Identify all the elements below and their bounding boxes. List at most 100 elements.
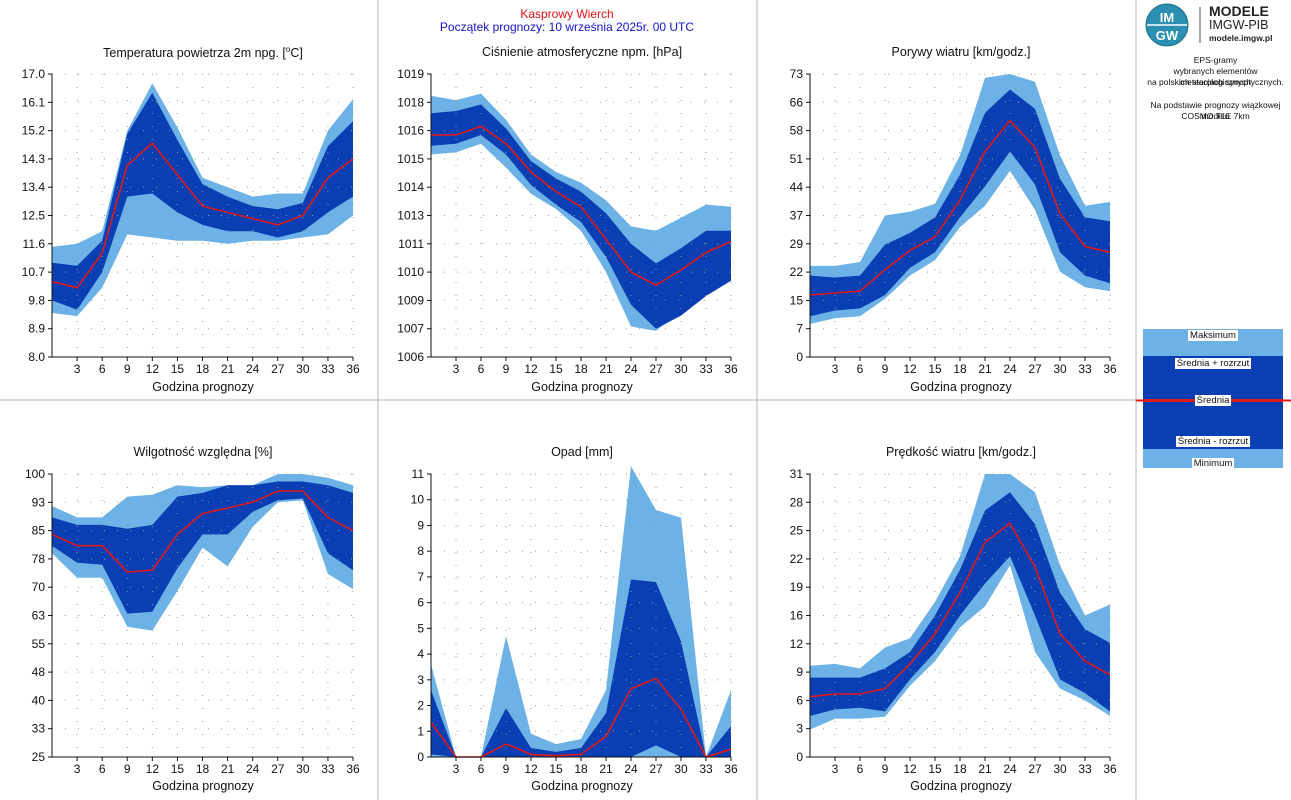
pressure-xtick-label: 30 xyxy=(674,362,688,376)
humidity-ytick-label: 25 xyxy=(32,750,46,764)
gusts-xtick-label: 9 xyxy=(882,362,889,376)
forecast-start: Początek prognozy: 10 września 2025r. 00… xyxy=(439,20,695,34)
wind-speed-ytick-label: 25 xyxy=(790,524,804,538)
precipitation-xtick-label: 30 xyxy=(674,762,688,776)
gusts-mean-line xyxy=(809,119,1111,296)
humidity-xtick-label: 18 xyxy=(196,762,210,776)
legend: Maksimum Średnia + rozrzut Średnia Średn… xyxy=(1143,329,1283,469)
humidity-mean-line xyxy=(51,490,354,573)
humidity-ytick-label: 78 xyxy=(32,552,46,566)
description-line4: Na podstawie prognozy wiązkowej modelu xyxy=(1150,100,1281,121)
wind-speed-xtick-label: 18 xyxy=(953,762,967,776)
pressure-ytick-label: 1018 xyxy=(397,95,424,109)
precipitation-ytick-label: 4 xyxy=(417,647,424,661)
legend-min: Minimum xyxy=(1191,458,1235,469)
precipitation-ytick-label: 7 xyxy=(417,570,424,584)
wind-speed-ytick-label: 9 xyxy=(796,665,803,679)
gusts-xtick-label: 21 xyxy=(978,362,992,376)
wind-speed-xlabel: Godzina prognozy xyxy=(910,779,1012,793)
gusts-ytick-label: 58 xyxy=(790,124,804,138)
wind-speed-xtick-label: 33 xyxy=(1078,762,1092,776)
gusts-ytick-label: 7 xyxy=(796,322,803,336)
gusts-inner-band xyxy=(810,89,1110,317)
temperature-xtick-label: 18 xyxy=(196,362,210,376)
humidity-xtick-label: 24 xyxy=(246,762,260,776)
wind-speed-ytick-label: 0 xyxy=(796,750,803,764)
wind-speed-xtick-label: 27 xyxy=(1028,762,1042,776)
humidity-xtick-label: 27 xyxy=(271,762,285,776)
pressure-xtick-label: 15 xyxy=(549,362,563,376)
gusts-xtick-label: 12 xyxy=(903,362,917,376)
pressure-inner-band xyxy=(431,104,731,329)
pressure-ytick-label: 1014 xyxy=(397,180,424,194)
humidity-ytick-label: 85 xyxy=(32,524,46,538)
gusts-xtick-label: 27 xyxy=(1028,362,1042,376)
pressure-xtick-label: 36 xyxy=(724,362,738,376)
pressure-ytick-label: 1011 xyxy=(398,237,424,251)
wind-speed-xtick-label: 12 xyxy=(903,762,917,776)
logo-line1: MODELE xyxy=(1209,3,1269,19)
pressure-xlabel: Godzina prognozy xyxy=(531,380,633,394)
pressure-ytick-label: 1013 xyxy=(397,209,424,223)
gusts-ytick-label: 44 xyxy=(790,180,804,194)
humidity-xtick-label: 30 xyxy=(296,762,310,776)
humidity-xtick-label: 15 xyxy=(171,762,185,776)
humidity-ytick-label: 63 xyxy=(32,609,46,623)
precipitation-xtick-label: 12 xyxy=(524,762,538,776)
gusts-ytick-label: 15 xyxy=(790,293,804,307)
temperature-ytick-label: 12.5 xyxy=(22,209,46,223)
pressure-mean-line xyxy=(431,125,732,287)
humidity-xtick-label: 12 xyxy=(146,762,160,776)
humidity-xtick-label: 36 xyxy=(346,762,360,776)
precipitation-ytick-label: 2 xyxy=(417,699,424,713)
precipitation-xtick-label: 33 xyxy=(699,762,713,776)
humidity-ytick-label: 48 xyxy=(32,665,46,679)
precipitation-ytick-label: 10 xyxy=(411,493,425,507)
temperature-xtick-label: 30 xyxy=(296,362,310,376)
precipitation-xtick-label: 36 xyxy=(724,762,738,776)
temperature-ytick-label: 8.0 xyxy=(28,350,45,364)
legend-mean: Średnia xyxy=(1194,395,1232,406)
gusts-xtick-label: 15 xyxy=(928,362,942,376)
gusts-ytick-label: 37 xyxy=(790,209,804,223)
gusts-ytick-label: 29 xyxy=(790,237,804,251)
gusts-xtick-label: 30 xyxy=(1053,362,1067,376)
pressure-xtick-label: 12 xyxy=(524,362,538,376)
humidity-inner-band xyxy=(52,481,353,614)
humidity-ytick-label: 55 xyxy=(32,637,46,651)
precipitation-ytick-label: 3 xyxy=(417,673,424,687)
precipitation-inner-band xyxy=(431,579,731,757)
temperature-xtick-label: 21 xyxy=(221,362,235,376)
wind-speed-xtick-label: 36 xyxy=(1103,762,1117,776)
temperature-ytick-label: 17.0 xyxy=(22,67,46,81)
temperature-chart: 8.0 8.9 9.8 10.7 11.6 12.5 13.4 14.3 15.2 16.1 17.… xyxy=(22,67,360,376)
pressure-xtick-label: 18 xyxy=(574,362,588,376)
gusts-ytick-label: 73 xyxy=(790,67,804,81)
humidity-xtick-label: 9 xyxy=(124,762,131,776)
temperature-ytick-label: 15.2 xyxy=(22,124,46,138)
legend-mean-minus: Średnia - rozrzut xyxy=(1175,436,1251,447)
description-line3: na polskich stacjach synoptycznych. xyxy=(1147,77,1284,87)
temperature-ytick-label: 10.7 xyxy=(22,265,46,279)
humidity-xtick-label: 6 xyxy=(99,762,106,776)
gusts-xtick-label: 36 xyxy=(1103,362,1117,376)
pressure-xtick-label: 6 xyxy=(478,362,485,376)
pressure-title: Ciśnienie atmosferyczne npm. [hPa] xyxy=(481,45,683,59)
logo-url[interactable]: modele.imgw.pl xyxy=(1209,33,1273,43)
wind-speed-xtick-label: 30 xyxy=(1053,762,1067,776)
humidity-ytick-label: 93 xyxy=(32,495,46,509)
temperature-xtick-label: 36 xyxy=(346,362,360,376)
precipitation-ytick-label: 11 xyxy=(412,467,425,481)
wind-speed-ytick-label: 3 xyxy=(796,722,803,736)
temperature-xtick-label: 27 xyxy=(271,362,285,376)
humidity-title: Wilgotność względna [%] xyxy=(133,445,273,459)
precipitation-title: Opad [mm] xyxy=(551,445,613,459)
temperature-ytick-label: 14.3 xyxy=(22,152,46,166)
description-line5: COSMO TLE 7km xyxy=(1181,111,1250,121)
humidity-ytick-label: 40 xyxy=(32,693,46,707)
temperature-xtick-label: 6 xyxy=(99,362,106,376)
